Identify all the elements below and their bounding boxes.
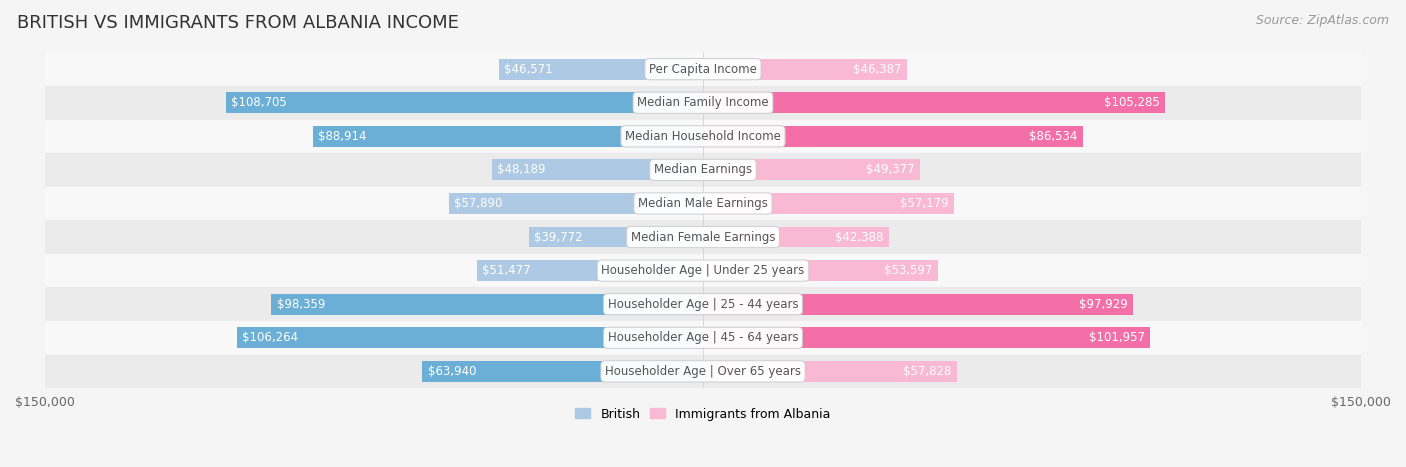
Bar xyxy=(45,254,1361,287)
Text: $105,285: $105,285 xyxy=(1104,96,1160,109)
Bar xyxy=(703,92,1166,113)
Bar xyxy=(492,159,703,180)
Bar xyxy=(314,126,703,147)
Bar xyxy=(45,153,1361,187)
Bar xyxy=(422,361,703,382)
Text: $42,388: $42,388 xyxy=(835,231,884,244)
Text: $106,264: $106,264 xyxy=(242,331,298,344)
Text: Householder Age | 25 - 44 years: Householder Age | 25 - 44 years xyxy=(607,297,799,311)
Text: $57,179: $57,179 xyxy=(900,197,949,210)
Bar xyxy=(45,187,1361,220)
Legend: British, Immigrants from Albania: British, Immigrants from Albania xyxy=(571,403,835,425)
Bar xyxy=(703,327,1150,348)
Text: Median Male Earnings: Median Male Earnings xyxy=(638,197,768,210)
Text: $49,377: $49,377 xyxy=(866,163,914,177)
Text: Householder Age | Over 65 years: Householder Age | Over 65 years xyxy=(605,365,801,378)
Text: $46,571: $46,571 xyxy=(503,63,553,76)
Text: $63,940: $63,940 xyxy=(427,365,477,378)
Text: Median Female Earnings: Median Female Earnings xyxy=(631,231,775,244)
Bar xyxy=(271,294,703,315)
Bar xyxy=(45,120,1361,153)
Text: Householder Age | 45 - 64 years: Householder Age | 45 - 64 years xyxy=(607,331,799,344)
Bar xyxy=(45,354,1361,388)
Bar xyxy=(477,260,703,281)
Bar xyxy=(449,193,703,214)
Text: $86,534: $86,534 xyxy=(1029,130,1077,143)
Bar xyxy=(499,59,703,79)
Text: $39,772: $39,772 xyxy=(534,231,582,244)
Text: $57,890: $57,890 xyxy=(454,197,503,210)
Text: Householder Age | Under 25 years: Householder Age | Under 25 years xyxy=(602,264,804,277)
Bar xyxy=(703,260,938,281)
Text: $97,929: $97,929 xyxy=(1078,297,1128,311)
Text: Median Household Income: Median Household Income xyxy=(626,130,780,143)
Text: Median Earnings: Median Earnings xyxy=(654,163,752,177)
Bar xyxy=(45,86,1361,120)
Bar xyxy=(703,126,1083,147)
Bar xyxy=(703,294,1133,315)
Text: $51,477: $51,477 xyxy=(482,264,531,277)
Text: Per Capita Income: Per Capita Income xyxy=(650,63,756,76)
Text: $98,359: $98,359 xyxy=(277,297,325,311)
Bar xyxy=(45,52,1361,86)
Text: $108,705: $108,705 xyxy=(232,96,287,109)
Bar xyxy=(529,226,703,248)
Text: $101,957: $101,957 xyxy=(1090,331,1144,344)
Text: $48,189: $48,189 xyxy=(496,163,546,177)
Bar xyxy=(703,59,907,79)
Text: Source: ZipAtlas.com: Source: ZipAtlas.com xyxy=(1256,14,1389,27)
Bar xyxy=(45,220,1361,254)
Bar xyxy=(703,226,889,248)
Bar xyxy=(703,193,953,214)
Bar xyxy=(45,321,1361,354)
Bar xyxy=(236,327,703,348)
Text: $53,597: $53,597 xyxy=(884,264,932,277)
Bar xyxy=(45,287,1361,321)
Text: BRITISH VS IMMIGRANTS FROM ALBANIA INCOME: BRITISH VS IMMIGRANTS FROM ALBANIA INCOM… xyxy=(17,14,458,32)
Text: Median Family Income: Median Family Income xyxy=(637,96,769,109)
Bar xyxy=(226,92,703,113)
Text: $57,828: $57,828 xyxy=(903,365,952,378)
Text: $46,387: $46,387 xyxy=(853,63,901,76)
Bar xyxy=(703,159,920,180)
Text: $88,914: $88,914 xyxy=(318,130,367,143)
Bar xyxy=(703,361,956,382)
